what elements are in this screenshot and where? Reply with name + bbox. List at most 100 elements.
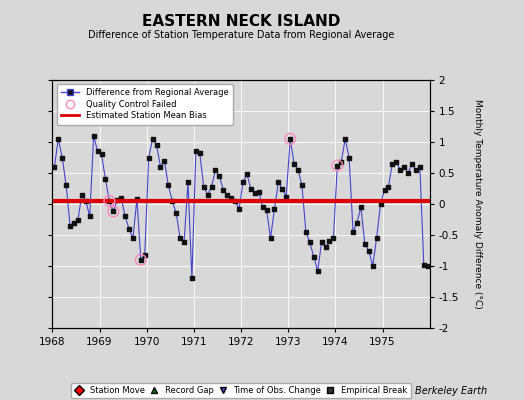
Point [105, 198, 114, 204]
Point [215, 173, 224, 179]
Point [168, 198, 177, 204]
Point [357, 204, 365, 210]
Point [180, 239, 188, 246]
Point [258, 204, 267, 210]
Point [117, 195, 125, 201]
Point [200, 184, 208, 190]
Point [129, 235, 137, 241]
Point [78, 192, 86, 198]
Point [223, 192, 232, 198]
Point [305, 239, 314, 246]
Point [101, 176, 110, 182]
Point [388, 160, 397, 167]
Point [121, 213, 129, 220]
Point [250, 190, 259, 196]
Point [416, 164, 424, 170]
Point [333, 162, 342, 169]
Point [148, 136, 157, 142]
Point [239, 179, 247, 186]
Point [231, 198, 239, 204]
Point [318, 239, 326, 246]
Y-axis label: Monthly Temperature Anomaly Difference (°C): Monthly Temperature Anomaly Difference (… [473, 99, 482, 309]
Point [172, 210, 180, 216]
Point [270, 206, 279, 212]
Point [333, 162, 342, 169]
Point [164, 182, 172, 189]
Point [341, 136, 350, 142]
Legend: Station Move, Record Gap, Time of Obs. Change, Empirical Break: Station Move, Record Gap, Time of Obs. C… [71, 382, 411, 398]
Point [349, 229, 357, 235]
Point [294, 167, 302, 173]
Point [152, 142, 161, 148]
Point [247, 185, 255, 192]
Point [125, 226, 133, 232]
Point [365, 247, 373, 254]
Point [290, 160, 298, 167]
Point [188, 275, 196, 282]
Point [235, 206, 243, 212]
Point [109, 208, 117, 215]
Point [243, 171, 251, 178]
Point [208, 184, 216, 190]
Point [400, 164, 408, 170]
Point [361, 241, 369, 248]
Point [376, 201, 385, 207]
Point [337, 159, 345, 165]
Point [368, 263, 377, 269]
Point [93, 148, 102, 154]
Text: Difference of Station Temperature Data from Regional Average: Difference of Station Temperature Data f… [88, 30, 394, 40]
Point [286, 136, 294, 142]
Point [310, 254, 318, 260]
Point [85, 213, 94, 220]
Point [203, 192, 212, 198]
Point [392, 159, 400, 165]
Point [82, 198, 90, 204]
Point [329, 235, 337, 241]
Point [282, 193, 290, 200]
Point [62, 182, 70, 189]
Point [219, 187, 227, 194]
Point [70, 219, 78, 226]
Point [137, 257, 145, 263]
Point [325, 238, 334, 244]
Point [90, 133, 98, 139]
Point [423, 263, 432, 269]
Point [145, 154, 153, 161]
Point [404, 170, 412, 176]
Point [66, 222, 74, 229]
Point [396, 167, 405, 173]
Point [321, 244, 330, 250]
Point [298, 182, 306, 189]
Point [160, 157, 169, 164]
Point [380, 187, 389, 194]
Point [140, 252, 149, 258]
Text: EASTERN NECK ISLAND: EASTERN NECK ISLAND [142, 14, 340, 29]
Point [373, 235, 381, 241]
Point [211, 167, 220, 173]
Point [113, 197, 122, 204]
Point [97, 151, 106, 158]
Point [50, 164, 59, 170]
Point [278, 185, 287, 192]
Point [274, 179, 282, 186]
Point [54, 136, 62, 142]
Point [286, 136, 294, 142]
Point [302, 229, 310, 235]
Point [192, 148, 200, 154]
Point [263, 207, 271, 214]
Point [133, 196, 141, 202]
Point [58, 154, 67, 161]
Point [345, 154, 353, 161]
Point [74, 216, 82, 223]
Point [109, 208, 117, 215]
Point [313, 268, 322, 274]
Point [227, 195, 235, 201]
Point [266, 235, 275, 241]
Point [184, 179, 192, 186]
Text: Berkeley Earth: Berkeley Earth [415, 386, 487, 396]
Point [156, 164, 165, 170]
Point [412, 167, 420, 173]
Point [176, 235, 184, 241]
Point [105, 198, 114, 204]
Point [408, 160, 416, 167]
